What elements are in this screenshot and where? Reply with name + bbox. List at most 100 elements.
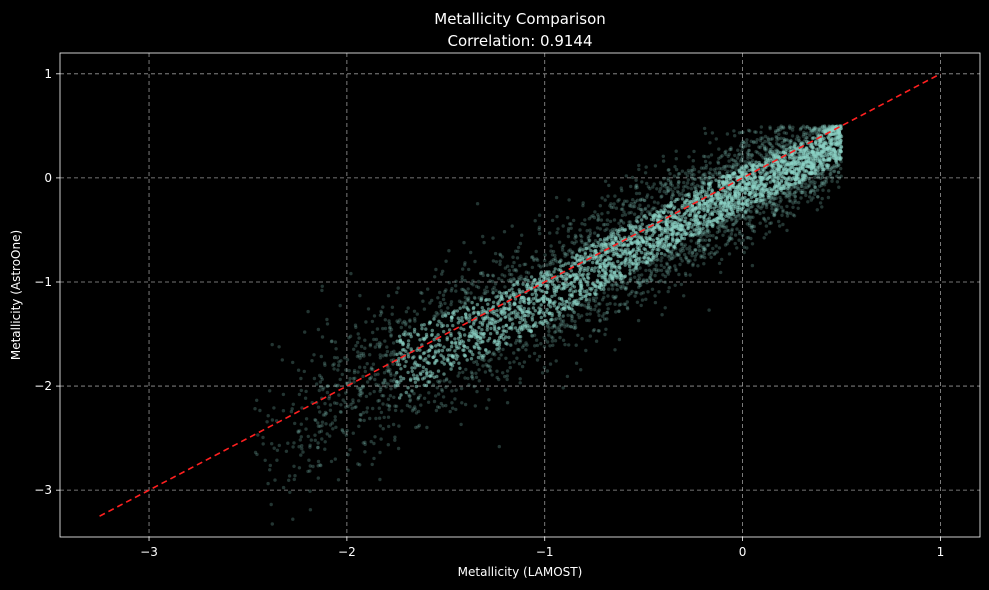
- scatter-point: [721, 218, 725, 223]
- scatter-point: [757, 205, 761, 209]
- scatter-point: [657, 280, 661, 284]
- scatter-point: [806, 200, 810, 204]
- scatter-point: [473, 404, 477, 408]
- scatter-point: [515, 256, 520, 260]
- scatter-point: [822, 124, 827, 128]
- scatter-point: [498, 253, 503, 257]
- scatter-point: [430, 328, 434, 333]
- scatter-point: [497, 276, 501, 281]
- scatter-point: [517, 331, 521, 335]
- scatter-point: [495, 369, 499, 373]
- scatter-point: [599, 255, 603, 259]
- scatter-point: [481, 273, 485, 278]
- scatter-point: [378, 389, 382, 393]
- scatter-point: [584, 297, 589, 302]
- scatter-point: [692, 194, 697, 198]
- scatter-point: [508, 361, 512, 365]
- scatter-point: [422, 337, 427, 341]
- scatter-point: [296, 429, 300, 433]
- scatter-point: [625, 281, 629, 286]
- scatter-point: [527, 301, 531, 305]
- scatter-point: [711, 218, 715, 222]
- scatter-point: [740, 186, 744, 190]
- scatter-point: [404, 323, 408, 327]
- scatter-point: [451, 310, 456, 314]
- scatter-point: [835, 164, 839, 168]
- scatter-point: [399, 375, 403, 379]
- scatter-point: [737, 131, 742, 135]
- scatter-point: [749, 226, 753, 230]
- scatter-point: [763, 155, 767, 160]
- scatter-point: [557, 296, 562, 300]
- scatter-point: [375, 342, 379, 346]
- scatter-point: [612, 271, 616, 275]
- scatter-point: [643, 252, 647, 256]
- scatter-point: [728, 237, 732, 241]
- scatter-point: [627, 256, 632, 261]
- scatter-point: [526, 278, 530, 283]
- scatter-point: [588, 286, 592, 291]
- scatter-point: [535, 358, 540, 362]
- scatter-point: [702, 181, 707, 185]
- scatter-point: [304, 427, 308, 431]
- scatter-point: [426, 349, 430, 353]
- scatter-point: [441, 269, 445, 273]
- scatter-point: [319, 463, 323, 468]
- scatter-point: [592, 269, 596, 273]
- scatter-point: [813, 185, 817, 189]
- scatter-point: [679, 256, 683, 261]
- scatter-point: [363, 450, 367, 454]
- scatter-point: [782, 126, 786, 130]
- scatter-point: [809, 198, 813, 202]
- scatter-point: [771, 197, 776, 201]
- scatter-point: [574, 325, 578, 330]
- scatter-point: [397, 381, 401, 385]
- scatter-point: [633, 275, 637, 279]
- scatter-point: [667, 250, 671, 254]
- scatter-point: [387, 404, 392, 408]
- scatter-point: [654, 224, 659, 228]
- scatter-point: [768, 141, 772, 146]
- scatter-point: [697, 170, 701, 174]
- scatter-point: [688, 273, 692, 277]
- scatter-point: [617, 221, 621, 225]
- scatter-point: [650, 195, 654, 200]
- scatter-point: [336, 478, 341, 482]
- scatter-point: [537, 263, 541, 268]
- scatter-point: [592, 291, 597, 295]
- scatter-point: [705, 231, 710, 235]
- scatter-point: [598, 238, 603, 242]
- scatter-point: [701, 254, 705, 259]
- scatter-point: [622, 243, 626, 247]
- scatter-point: [619, 218, 623, 223]
- scatter-point: [575, 253, 579, 257]
- scatter-point: [659, 251, 664, 256]
- scatter-point: [759, 206, 763, 210]
- scatter-point: [384, 353, 389, 358]
- scatter-point: [293, 474, 297, 478]
- scatter-point: [357, 424, 361, 428]
- scatter-point: [701, 249, 705, 253]
- scatter-point: [395, 371, 399, 375]
- scatter-point: [532, 257, 536, 261]
- scatter-point: [652, 182, 656, 186]
- scatter-point: [598, 302, 602, 306]
- scatter-point: [388, 329, 392, 334]
- scatter-point: [416, 409, 421, 414]
- scatter-point: [602, 263, 606, 268]
- scatter-point: [801, 134, 805, 138]
- scatter-point: [459, 386, 464, 391]
- scatter-point: [263, 458, 267, 462]
- scatter-point: [726, 169, 730, 174]
- scatter-point: [605, 250, 609, 254]
- scatter-point: [600, 242, 604, 246]
- scatter-point: [635, 216, 639, 220]
- scatter-point: [580, 283, 584, 288]
- scatter-point: [779, 198, 783, 202]
- scatter-point: [699, 166, 704, 170]
- scatter-point: [817, 159, 822, 163]
- scatter-point: [680, 217, 684, 222]
- scatter-point: [734, 186, 739, 190]
- scatter-point: [718, 201, 722, 206]
- scatter-point: [782, 145, 786, 149]
